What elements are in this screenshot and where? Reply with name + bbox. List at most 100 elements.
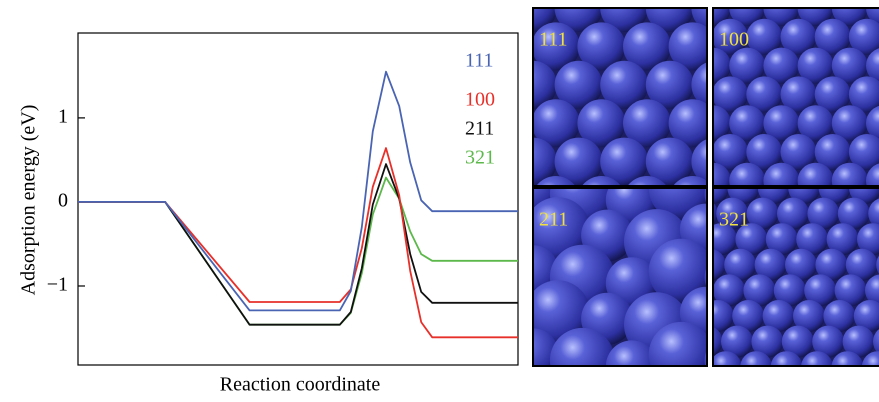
sphere <box>600 60 649 109</box>
sphere <box>691 139 707 185</box>
sphere <box>713 76 749 113</box>
sphere <box>876 255 879 274</box>
surface-image <box>451 188 707 381</box>
sphere <box>797 47 834 84</box>
sphere <box>866 48 879 83</box>
sphere <box>845 248 878 281</box>
sphere <box>780 76 817 113</box>
sphere <box>807 197 840 230</box>
sphere <box>729 162 766 186</box>
sphere <box>533 298 535 315</box>
sphere <box>780 18 817 55</box>
sphere <box>533 22 580 71</box>
sphere <box>729 105 766 142</box>
panel-label: 111 <box>539 29 568 51</box>
sphere <box>826 223 859 256</box>
sphere <box>645 60 694 109</box>
sphere <box>773 274 806 307</box>
sphere <box>842 325 875 358</box>
sphere <box>549 327 615 366</box>
legend-entry: 100 <box>465 89 495 111</box>
legend-entry: 111 <box>465 50 494 72</box>
sphere <box>451 316 516 381</box>
sphere <box>713 326 723 357</box>
sphere <box>837 197 870 230</box>
sphere <box>812 325 845 358</box>
sphere <box>451 233 516 298</box>
sphere <box>770 351 803 366</box>
sphere <box>746 134 783 170</box>
sphere <box>780 134 817 170</box>
sphere <box>713 300 734 332</box>
sphere <box>848 76 879 113</box>
sphere <box>713 105 731 142</box>
series-line <box>78 70 518 312</box>
sphere <box>648 238 707 304</box>
sphere <box>645 137 694 186</box>
plot-frame <box>77 32 519 366</box>
sphere <box>834 274 867 307</box>
sphere <box>713 274 745 307</box>
sphere <box>600 137 649 186</box>
x-axis-label: Reaction coordinate <box>220 374 381 396</box>
surface-image <box>713 188 879 366</box>
sphere <box>831 162 868 186</box>
sphere <box>746 76 783 113</box>
sphere <box>713 134 749 170</box>
sphere <box>668 99 707 148</box>
sphere <box>751 325 784 358</box>
sphere <box>623 22 671 71</box>
sphere <box>486 176 534 224</box>
sphere <box>713 8 731 26</box>
sphere <box>713 223 737 256</box>
legend-entry: 321 <box>465 147 495 169</box>
series-line <box>78 147 518 339</box>
panel-label: 100 <box>719 29 749 51</box>
sphere <box>648 321 707 366</box>
sphere <box>605 340 658 366</box>
sphere <box>804 274 837 307</box>
sphere <box>554 60 603 109</box>
panel-frame <box>712 7 879 187</box>
sphere <box>735 223 768 256</box>
panel-frame <box>712 187 879 367</box>
sphere <box>765 223 798 256</box>
sphere <box>762 300 795 332</box>
sphere <box>713 351 742 366</box>
sphere <box>673 176 707 186</box>
sphere <box>868 198 879 229</box>
sphere <box>533 215 535 232</box>
sphere <box>763 47 800 84</box>
sphere <box>873 329 879 355</box>
sphere <box>848 18 879 55</box>
panel-frame <box>532 7 708 187</box>
sphere <box>721 325 753 358</box>
sphere <box>740 351 773 366</box>
sphere <box>831 351 864 366</box>
sphere <box>713 47 731 84</box>
sphere <box>777 197 809 230</box>
sphere <box>866 163 879 186</box>
y-tick-label: 1 <box>58 105 68 127</box>
panel-frame <box>532 187 708 367</box>
panel-label: 321 <box>719 209 749 231</box>
sphere <box>623 99 671 148</box>
y-tick-label: 0 <box>58 190 68 212</box>
sphere <box>577 99 626 148</box>
sphere <box>793 300 825 332</box>
sphere <box>533 137 557 186</box>
sphere <box>746 197 779 230</box>
sphere <box>866 105 879 141</box>
legend-entry: 211 <box>465 118 494 140</box>
sphere <box>848 134 879 170</box>
sphere <box>857 223 879 256</box>
sphere <box>823 300 856 332</box>
sphere <box>815 248 848 281</box>
sphere <box>713 188 729 204</box>
sphere <box>781 325 814 358</box>
sphere <box>763 105 800 142</box>
sphere <box>865 274 879 307</box>
sphere <box>743 274 776 307</box>
sphere <box>853 300 879 332</box>
sphere <box>533 99 580 148</box>
